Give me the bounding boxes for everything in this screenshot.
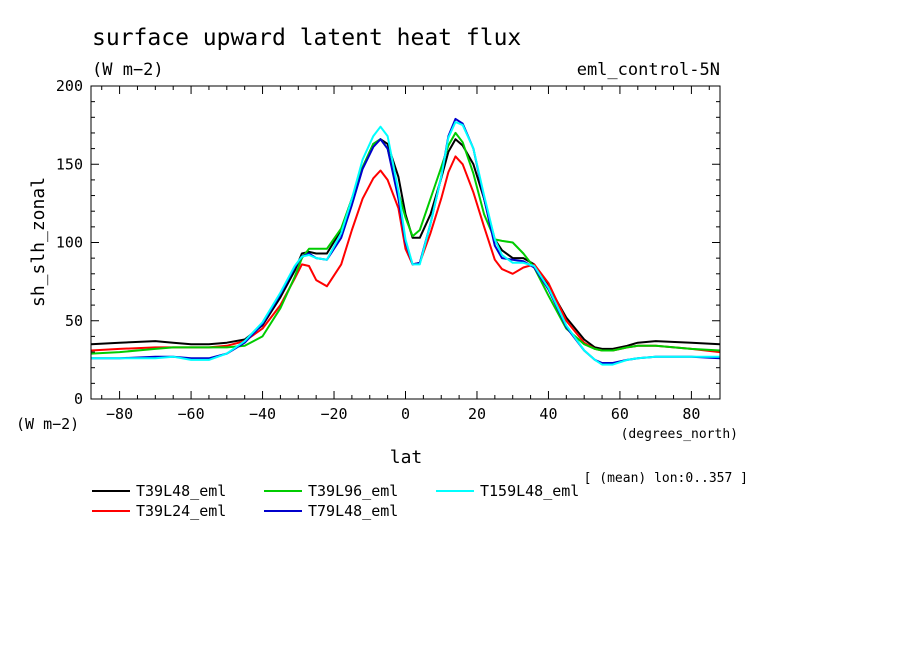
- y-tick-label: 200: [56, 77, 83, 95]
- series-line: [91, 121, 720, 366]
- series-line: [90, 131, 721, 355]
- x-tick-label: 40: [539, 405, 557, 423]
- x-tick-label: 60: [611, 405, 629, 423]
- chart-subtitle: (W m−2): [92, 60, 164, 80]
- legend-label: T39L48_eml: [136, 482, 226, 500]
- y-axis-unit: (W m−2): [16, 415, 79, 433]
- footnote: [ (mean) lon:0..357 ]: [584, 471, 748, 486]
- y-axis-label: sh_slh_zonal: [28, 177, 49, 307]
- y-tick-label: 50: [65, 312, 83, 330]
- x-tick-label: 80: [682, 405, 700, 423]
- y-tick-label: 150: [56, 155, 83, 173]
- plot-frame: [90, 85, 721, 400]
- y-tick-label: 0: [74, 390, 83, 408]
- experiment-label: eml_control-5N: [577, 60, 720, 80]
- legend-label: T79L48_eml: [308, 502, 398, 520]
- x-axis-unit: (degrees_north): [621, 427, 738, 442]
- legend-label: T39L96_eml: [308, 482, 398, 500]
- x-tick-label: −80: [106, 405, 133, 423]
- y-tick-label: 100: [56, 234, 83, 252]
- x-tick-label: −40: [249, 405, 276, 423]
- x-tick-label: −60: [178, 405, 205, 423]
- x-tick-label: −20: [320, 405, 347, 423]
- series-line: [90, 155, 721, 354]
- tick-labels: −80 −60 −40 −20 0 20 40 60 80 0 50 100 150 200: [56, 77, 701, 423]
- x-tick-label: 20: [468, 405, 486, 423]
- x-tick-label: 0: [401, 405, 410, 423]
- x-axis-label: lat: [390, 447, 423, 468]
- legend: T39L48_eml T39L24_eml T39L96_eml T79L48_eml…: [92, 482, 579, 520]
- legend-label: T39L24_eml: [136, 502, 226, 520]
- legend-label: T159L48_eml: [480, 482, 579, 500]
- chart-title: surface upward latent heat flux: [92, 25, 521, 51]
- series-lines: [90, 117, 721, 366]
